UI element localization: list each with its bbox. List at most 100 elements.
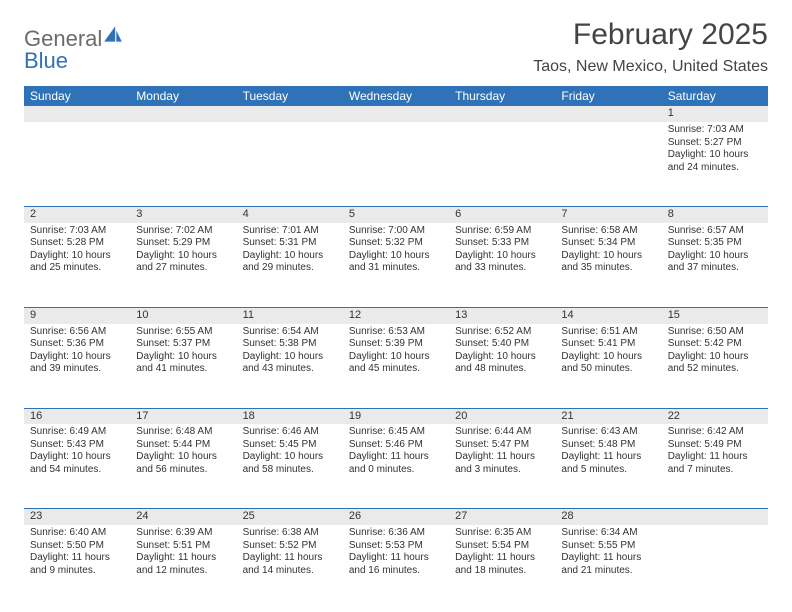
day-number-cell: 13 bbox=[449, 307, 555, 324]
sunrise-text: Sunrise: 6:56 AM bbox=[30, 326, 124, 339]
sunrise-text: Sunrise: 6:46 AM bbox=[243, 426, 337, 439]
sunset-text: Sunset: 5:44 PM bbox=[136, 439, 230, 452]
sunrise-text: Sunrise: 6:58 AM bbox=[561, 225, 655, 238]
sunset-text: Sunset: 5:52 PM bbox=[243, 540, 337, 553]
sunset-text: Sunset: 5:34 PM bbox=[561, 237, 655, 250]
daylight-text: Daylight: 11 hours and 3 minutes. bbox=[455, 451, 549, 476]
week-daynum-row: 232425262728 bbox=[24, 508, 768, 525]
day-number-cell: 2 bbox=[24, 206, 130, 223]
daylight-text: Daylight: 11 hours and 5 minutes. bbox=[561, 451, 655, 476]
sunset-text: Sunset: 5:37 PM bbox=[136, 338, 230, 351]
daylight-text: Daylight: 11 hours and 7 minutes. bbox=[668, 451, 762, 476]
day-number-cell: 21 bbox=[555, 408, 661, 425]
day-cell: Sunrise: 6:51 AMSunset: 5:41 PMDaylight:… bbox=[555, 324, 661, 408]
daylight-text: Daylight: 10 hours and 58 minutes. bbox=[243, 451, 337, 476]
week-daynum-row: 16171819202122 bbox=[24, 408, 768, 425]
calendar-table: SundayMondayTuesdayWednesdayThursdayFrid… bbox=[24, 86, 768, 609]
sunset-text: Sunset: 5:48 PM bbox=[561, 439, 655, 452]
daylight-text: Daylight: 10 hours and 56 minutes. bbox=[136, 451, 230, 476]
week-content-row: Sunrise: 6:49 AMSunset: 5:43 PMDaylight:… bbox=[24, 424, 768, 508]
sunrise-text: Sunrise: 6:42 AM bbox=[668, 426, 762, 439]
sunset-text: Sunset: 5:41 PM bbox=[561, 338, 655, 351]
daylight-text: Daylight: 11 hours and 0 minutes. bbox=[349, 451, 443, 476]
daylight-text: Daylight: 10 hours and 37 minutes. bbox=[668, 250, 762, 275]
day-number: 14 bbox=[555, 307, 661, 324]
day-number: 16 bbox=[24, 408, 130, 425]
daylight-text: Daylight: 10 hours and 27 minutes. bbox=[136, 250, 230, 275]
sunrise-text: Sunrise: 6:53 AM bbox=[349, 326, 443, 339]
sunrise-text: Sunrise: 6:51 AM bbox=[561, 326, 655, 339]
day-number-cell: 11 bbox=[237, 307, 343, 324]
day-cell: Sunrise: 6:36 AMSunset: 5:53 PMDaylight:… bbox=[343, 525, 449, 609]
day-number-cell bbox=[237, 106, 343, 122]
day-number-cell: 24 bbox=[130, 508, 236, 525]
day-cell: Sunrise: 6:43 AMSunset: 5:48 PMDaylight:… bbox=[555, 424, 661, 508]
day-number-cell: 4 bbox=[237, 206, 343, 223]
day-number: 1 bbox=[662, 106, 768, 122]
day-header: Tuesday bbox=[237, 86, 343, 106]
day-cell: Sunrise: 6:53 AMSunset: 5:39 PMDaylight:… bbox=[343, 324, 449, 408]
sunset-text: Sunset: 5:54 PM bbox=[455, 540, 549, 553]
daylight-text: Daylight: 10 hours and 41 minutes. bbox=[136, 351, 230, 376]
sunrise-text: Sunrise: 6:39 AM bbox=[136, 527, 230, 540]
daylight-text: Daylight: 10 hours and 35 minutes. bbox=[561, 250, 655, 275]
day-cell: Sunrise: 6:50 AMSunset: 5:42 PMDaylight:… bbox=[662, 324, 768, 408]
day-cell bbox=[449, 122, 555, 206]
day-cell: Sunrise: 6:56 AMSunset: 5:36 PMDaylight:… bbox=[24, 324, 130, 408]
day-number bbox=[555, 106, 661, 122]
day-number-cell: 27 bbox=[449, 508, 555, 525]
day-cell: Sunrise: 6:48 AMSunset: 5:44 PMDaylight:… bbox=[130, 424, 236, 508]
day-cell: Sunrise: 6:35 AMSunset: 5:54 PMDaylight:… bbox=[449, 525, 555, 609]
day-number-cell: 28 bbox=[555, 508, 661, 525]
day-cell: Sunrise: 7:02 AMSunset: 5:29 PMDaylight:… bbox=[130, 223, 236, 307]
daylight-text: Daylight: 10 hours and 45 minutes. bbox=[349, 351, 443, 376]
sunset-text: Sunset: 5:55 PM bbox=[561, 540, 655, 553]
page-header: General Blue February 2025 Taos, New Mex… bbox=[24, 18, 768, 76]
day-header: Friday bbox=[555, 86, 661, 106]
day-number-cell: 3 bbox=[130, 206, 236, 223]
sunrise-text: Sunrise: 6:44 AM bbox=[455, 426, 549, 439]
day-cell: Sunrise: 7:03 AMSunset: 5:28 PMDaylight:… bbox=[24, 223, 130, 307]
day-cell: Sunrise: 6:44 AMSunset: 5:47 PMDaylight:… bbox=[449, 424, 555, 508]
day-number: 25 bbox=[237, 508, 343, 525]
sunset-text: Sunset: 5:53 PM bbox=[349, 540, 443, 553]
sunrise-text: Sunrise: 6:40 AM bbox=[30, 527, 124, 540]
day-number: 27 bbox=[449, 508, 555, 525]
week-daynum-row: 2345678 bbox=[24, 206, 768, 223]
day-number: 7 bbox=[555, 206, 661, 223]
day-number-cell: 26 bbox=[343, 508, 449, 525]
sunrise-text: Sunrise: 6:43 AM bbox=[561, 426, 655, 439]
day-number: 17 bbox=[130, 408, 236, 425]
sunset-text: Sunset: 5:47 PM bbox=[455, 439, 549, 452]
daylight-text: Daylight: 11 hours and 21 minutes. bbox=[561, 552, 655, 577]
day-number-cell: 5 bbox=[343, 206, 449, 223]
week-content-row: Sunrise: 7:03 AMSunset: 5:28 PMDaylight:… bbox=[24, 223, 768, 307]
day-header: Sunday bbox=[24, 86, 130, 106]
day-number-cell: 1 bbox=[662, 106, 768, 122]
sunset-text: Sunset: 5:27 PM bbox=[668, 137, 762, 150]
week-daynum-row: 9101112131415 bbox=[24, 307, 768, 324]
daylight-text: Daylight: 10 hours and 50 minutes. bbox=[561, 351, 655, 376]
daylight-text: Daylight: 10 hours and 29 minutes. bbox=[243, 250, 337, 275]
sunrise-text: Sunrise: 6:57 AM bbox=[668, 225, 762, 238]
daylight-text: Daylight: 11 hours and 16 minutes. bbox=[349, 552, 443, 577]
sunrise-text: Sunrise: 6:54 AM bbox=[243, 326, 337, 339]
day-number-cell: 14 bbox=[555, 307, 661, 324]
sunrise-text: Sunrise: 6:50 AM bbox=[668, 326, 762, 339]
week-daynum-row: 1 bbox=[24, 106, 768, 122]
sunrise-text: Sunrise: 7:03 AM bbox=[668, 124, 762, 137]
day-cell: Sunrise: 6:42 AMSunset: 5:49 PMDaylight:… bbox=[662, 424, 768, 508]
sunset-text: Sunset: 5:39 PM bbox=[349, 338, 443, 351]
day-number bbox=[662, 508, 768, 525]
sunrise-text: Sunrise: 6:35 AM bbox=[455, 527, 549, 540]
sunset-text: Sunset: 5:50 PM bbox=[30, 540, 124, 553]
day-number-cell: 19 bbox=[343, 408, 449, 425]
day-cell: Sunrise: 7:00 AMSunset: 5:32 PMDaylight:… bbox=[343, 223, 449, 307]
sunset-text: Sunset: 5:33 PM bbox=[455, 237, 549, 250]
sunrise-text: Sunrise: 6:34 AM bbox=[561, 527, 655, 540]
day-number: 11 bbox=[237, 307, 343, 324]
day-cell bbox=[343, 122, 449, 206]
day-number-cell: 12 bbox=[343, 307, 449, 324]
day-header: Wednesday bbox=[343, 86, 449, 106]
day-number-cell: 20 bbox=[449, 408, 555, 425]
